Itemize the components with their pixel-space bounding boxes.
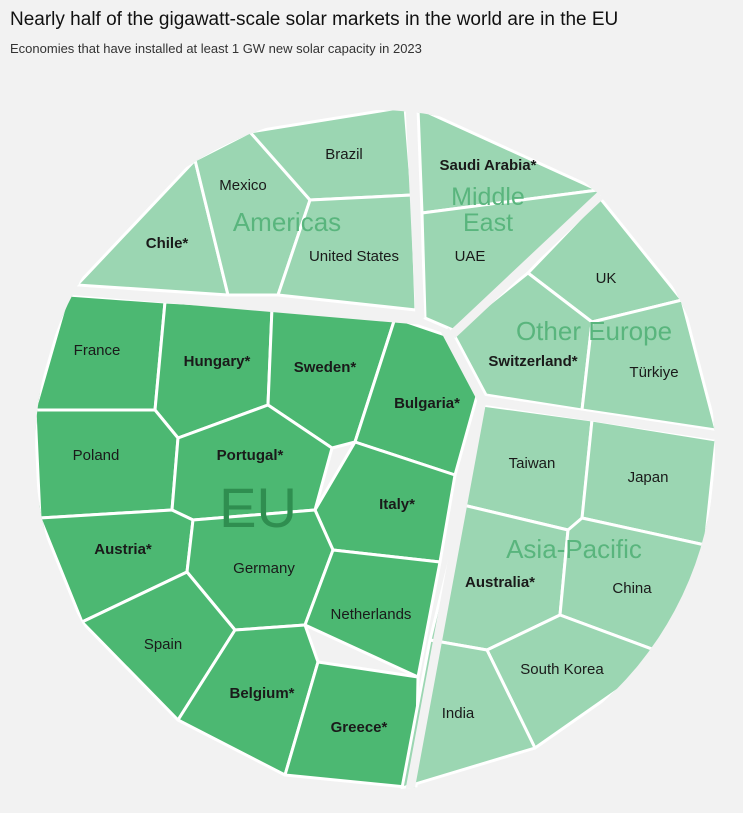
cell-label-brazil: Brazil (325, 146, 363, 163)
cell-label-south-korea: South Korea (520, 661, 604, 678)
cell-label-bulgaria: Bulgaria* (394, 395, 460, 412)
group-label-asia-pacific: Asia-Pacific (506, 534, 642, 564)
chart-subtitle: Economies that have installed at least 1… (10, 41, 422, 56)
group-label-eu: EU (219, 476, 297, 539)
group-gap-2 (405, 110, 425, 319)
group-gap-3 (448, 189, 607, 339)
cell-label-taiwan: Taiwan (509, 455, 556, 472)
cell-bulgaria (353, 316, 479, 477)
cell-label-united-states: United States (309, 248, 399, 265)
chart-title: Nearly half of the gigawatt-scale solar … (10, 9, 619, 30)
cell-label-austria: Austria* (94, 541, 152, 558)
cell-label-sweden: Sweden* (294, 359, 357, 376)
cell-label-china: China (612, 580, 652, 597)
cell-label-mexico: Mexico (219, 177, 267, 194)
cell-label-saudi-arabia: Saudi Arabia* (440, 157, 537, 174)
cell-label-t-rkiye: Türkiye (629, 364, 678, 381)
cell-labels-layer: Chile* Mexico Brazil United States Saudi Ara… (73, 146, 679, 736)
cell-label-france: France (74, 342, 121, 359)
cell-label-india: India (442, 705, 475, 722)
cell-label-chile: Chile* (146, 235, 189, 252)
group-labels-layer: EU Americas Middle East Other Europe Asia-Pac… (219, 183, 672, 564)
cell-label-italy: Italy* (379, 496, 415, 513)
cell-label-belgium: Belgium* (229, 685, 294, 702)
group-label-americas: Americas (233, 207, 341, 237)
cell-poland (35, 408, 180, 520)
cell-label-spain: Spain (144, 636, 182, 653)
group-label-line: Middle (451, 183, 525, 211)
cell-label-netherlands: Netherlands (331, 606, 412, 623)
group-gap-1 (66, 285, 419, 325)
cell-label-greece: Greece* (331, 719, 388, 736)
cells-layer (35, 110, 715, 790)
cell-label-poland: Poland (73, 447, 120, 464)
cell-label-japan: Japan (628, 469, 669, 486)
cell-t-rkiye (580, 298, 715, 432)
cell-label-germany: Germany (233, 560, 295, 577)
cell-label-uae: UAE (455, 248, 486, 265)
cell-label-switzerland: Switzerland* (488, 353, 577, 370)
group-label-other-europe: Other Europe (516, 316, 672, 346)
group-gap-5 (481, 395, 715, 441)
cell-label-uk: UK (596, 270, 617, 287)
group-label-line: East (463, 209, 513, 237)
group-label-middle-east: Middle East (451, 183, 525, 237)
cell-label-australia: Australia* (465, 574, 535, 591)
cell-label-hungary: Hungary* (184, 353, 251, 370)
cell-label-portugal: Portugal* (217, 447, 284, 464)
